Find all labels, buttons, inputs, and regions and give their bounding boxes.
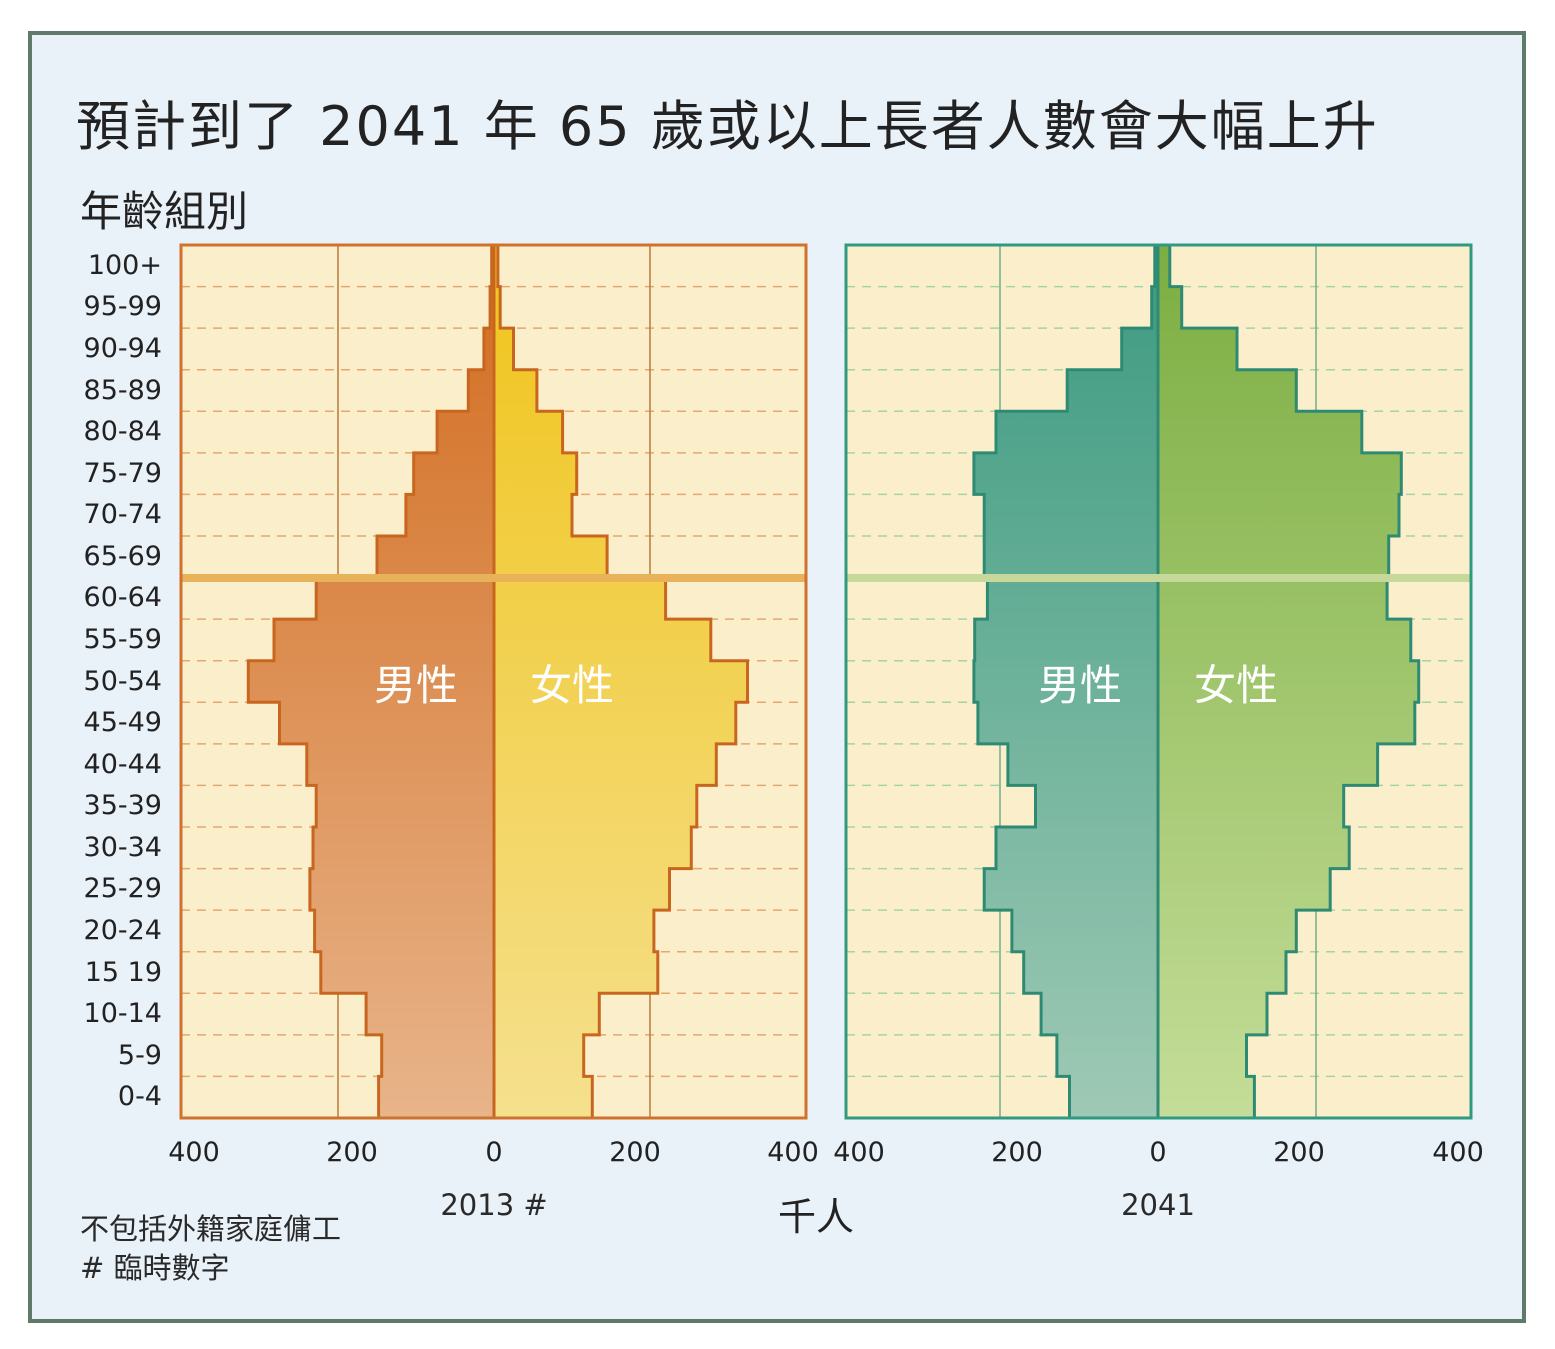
female-label: 女性 bbox=[530, 661, 614, 710]
age-group-label: 35-39 bbox=[83, 790, 162, 822]
x-tick-label: 200 bbox=[991, 1137, 1043, 1168]
x-tick-label: 200 bbox=[609, 1137, 661, 1168]
female-bars-2041 bbox=[1156, 243, 1421, 1120]
male-label: 男性 bbox=[1038, 661, 1122, 710]
age-group-label: 90-94 bbox=[83, 332, 162, 364]
male-bars-2041 bbox=[972, 243, 1160, 1120]
age-group-label: 25-29 bbox=[83, 873, 162, 905]
caption-2041: 2041 bbox=[1121, 1188, 1195, 1222]
age-group-label: 60-64 bbox=[83, 582, 162, 614]
pyramid-2013: 男性 女性 bbox=[179, 243, 808, 1120]
female-label: 女性 bbox=[1194, 661, 1278, 710]
note-provisional: # 臨時數字 bbox=[80, 1251, 230, 1285]
age-group-label: 30-34 bbox=[83, 831, 162, 863]
age-group-label: 45-49 bbox=[83, 707, 162, 739]
age-group-label: 85-89 bbox=[83, 374, 162, 406]
age-65-separator bbox=[181, 574, 806, 582]
x-axis-unit: 千人 bbox=[778, 1195, 855, 1239]
age-group-label: 10-14 bbox=[83, 998, 162, 1030]
age-group-label: 50-54 bbox=[83, 665, 162, 697]
x-tick-label: 0 bbox=[485, 1137, 503, 1168]
age-group-label: 70-74 bbox=[83, 499, 162, 531]
x-tick-label: 0 bbox=[1149, 1137, 1167, 1168]
age-group-label: 15 19 bbox=[84, 956, 162, 988]
x-tick-label: 200 bbox=[326, 1137, 378, 1168]
caption-2013: 2013 # bbox=[440, 1188, 548, 1222]
male-label: 男性 bbox=[374, 661, 458, 710]
pyramid-2041: 男性 女性 bbox=[844, 243, 1473, 1120]
age-group-label: 40-44 bbox=[83, 748, 162, 780]
x-tick-label: 400 bbox=[833, 1137, 885, 1168]
age-group-label: 100+ bbox=[87, 249, 162, 281]
x-tick-label: 200 bbox=[1273, 1137, 1325, 1168]
chart-title: 預計到了 2041 年 65 歲或以上長者人數會大幅上升 bbox=[76, 95, 1379, 158]
age-group-label: 95-99 bbox=[83, 291, 162, 323]
age-group-label: 75-79 bbox=[83, 457, 162, 489]
age-group-label: 65-69 bbox=[83, 540, 162, 572]
age-group-label: 20-24 bbox=[83, 914, 162, 946]
x-tick-label: 400 bbox=[767, 1137, 819, 1168]
age-group-label: 55-59 bbox=[83, 623, 162, 655]
y-axis-title: 年齡組別 bbox=[80, 187, 249, 236]
plot-border-2013 bbox=[179, 243, 808, 1120]
plot-border-2041 bbox=[844, 243, 1473, 1120]
age-group-label: 80-84 bbox=[83, 416, 162, 448]
note-exclusion: 不包括外籍家庭傭工 bbox=[80, 1212, 342, 1246]
x-tick-label: 400 bbox=[168, 1137, 220, 1168]
male-bars-2013 bbox=[246, 243, 496, 1120]
female-bars-2013 bbox=[492, 243, 749, 1120]
age-group-label: 5-9 bbox=[117, 1039, 162, 1071]
age-group-label: 0-4 bbox=[117, 1081, 162, 1113]
age-65-separator bbox=[846, 574, 1471, 582]
x-tick-label: 400 bbox=[1432, 1137, 1484, 1168]
